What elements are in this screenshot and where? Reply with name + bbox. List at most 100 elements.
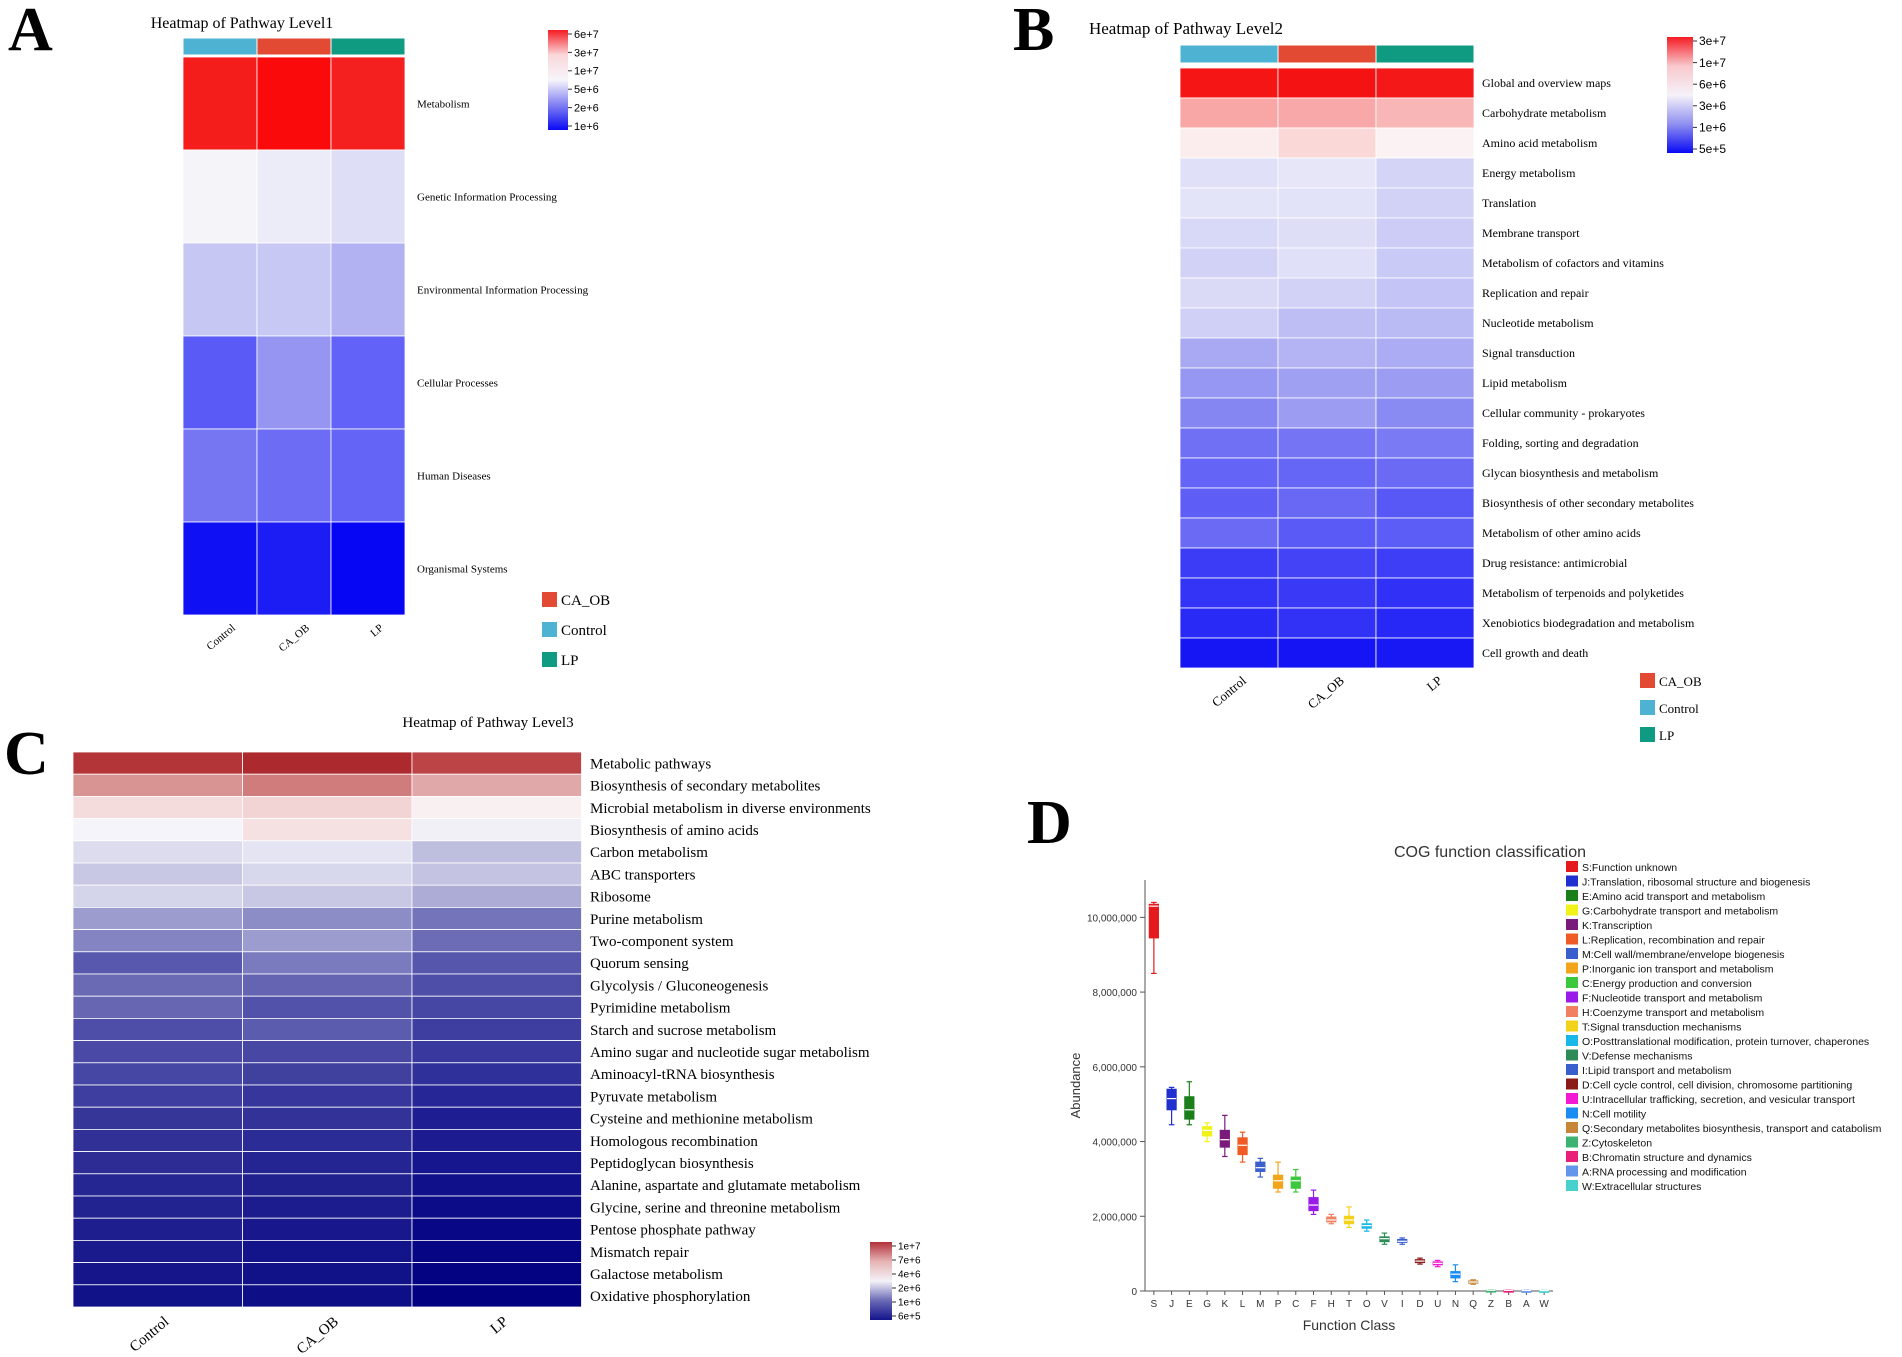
heatmap-cell	[1277, 607, 1377, 639]
row-label: Xenobiotics biodegradation and metabolis…	[1482, 616, 1695, 630]
heatmap-cell	[256, 428, 332, 523]
x-tick-label: A	[1523, 1299, 1530, 1310]
heatmap-cell	[242, 1062, 413, 1086]
heatmap-cell	[411, 1106, 582, 1130]
row-label: Biosynthesis of amino acids	[590, 823, 759, 839]
heatmap-cell	[1375, 307, 1475, 339]
heatmap-cell	[1277, 187, 1377, 219]
heatmap-cell	[330, 428, 406, 523]
heatmap-cell	[242, 840, 413, 864]
row-label: Translation	[1482, 196, 1536, 210]
heatmap-cell	[330, 56, 406, 151]
heatmap-cell	[411, 796, 582, 820]
heatmap-cell	[242, 1106, 413, 1130]
heatmap-cell	[1375, 367, 1475, 399]
row-label: Mismatch repair	[590, 1245, 689, 1261]
panel-letter: A	[8, 0, 53, 64]
y-tick-label: 4,000,000	[1093, 1138, 1138, 1149]
color-scale-label: 5e+6	[574, 84, 599, 96]
heatmap-cell	[411, 862, 582, 886]
color-scale-label: 1e+7	[898, 1242, 921, 1253]
heatmap-cell	[411, 1018, 582, 1042]
heatmap-cell	[72, 1240, 243, 1264]
heatmap-cell	[1375, 607, 1475, 639]
row-label: Alanine, aspartate and glutamate metabol…	[590, 1178, 861, 1194]
group-legend-swatch	[1640, 673, 1655, 688]
heatmap-cell	[1179, 397, 1279, 429]
legend-label: D:Cell cycle control, cell division, chr…	[1582, 1080, 1852, 1092]
box-K	[1219, 1114, 1230, 1158]
heatmap-cell	[411, 1262, 582, 1286]
column-label: CA_OB	[277, 622, 312, 654]
column-label: Control	[1209, 673, 1249, 710]
x-tick-label: V	[1381, 1299, 1388, 1310]
heatmap-cell	[256, 242, 332, 337]
row-label: Ribosome	[590, 890, 651, 906]
heatmap-cell	[1375, 517, 1475, 549]
group-legend-label: LP	[1659, 728, 1674, 743]
heatmap-cell	[242, 773, 413, 797]
heatmap-cell	[72, 818, 243, 842]
legend-swatch	[1566, 1180, 1578, 1191]
heatmap-cell	[1375, 397, 1475, 429]
legend-label: F:Nucleotide transport and metabolism	[1582, 993, 1763, 1005]
heatmap-cell	[242, 1084, 413, 1108]
heatmap-cell	[72, 995, 243, 1019]
heatmap-cell	[1179, 277, 1279, 309]
row-label: Metabolism of terpenoids and polyketides	[1482, 586, 1684, 600]
heatmap-cell	[242, 1217, 413, 1241]
heatmap-cell	[1375, 97, 1475, 129]
x-tick-label: J	[1169, 1299, 1174, 1310]
color-scale-label: 1e+6	[898, 1298, 921, 1309]
legend-label: J:Translation, ribosomal structure and b…	[1582, 877, 1810, 889]
heatmap-cell	[242, 1129, 413, 1153]
heatmap-cell	[72, 1262, 243, 1286]
heatmap-cell	[242, 1195, 413, 1219]
color-scale-label: 1e+6	[1699, 121, 1726, 135]
group-color-cell	[330, 37, 406, 56]
box-body	[1308, 1197, 1319, 1212]
heatmap-cell	[182, 428, 258, 523]
column-label: CA_OB	[1305, 673, 1348, 712]
legend-swatch	[1566, 1151, 1578, 1162]
box-body	[1237, 1137, 1248, 1156]
legend-swatch	[1566, 1122, 1578, 1133]
legend-label: M:Cell wall/membrane/envelope biogenesis	[1582, 949, 1785, 961]
row-label: Cysteine and methionine metabolism	[590, 1112, 813, 1128]
row-label: Glycan biosynthesis and metabolism	[1482, 466, 1659, 480]
row-label: Starch and sucrose metabolism	[590, 1023, 777, 1039]
heatmap-cell	[1179, 577, 1279, 609]
heatmap-cell	[1179, 187, 1279, 219]
legend-swatch	[1566, 919, 1578, 930]
heatmap-cell	[411, 751, 582, 775]
legend-swatch	[1566, 875, 1578, 887]
heatmap-cell	[242, 973, 413, 997]
heatmap-cell	[1375, 337, 1475, 369]
heatmap-cell	[1375, 127, 1475, 159]
heatmap-cell	[1179, 307, 1279, 339]
x-tick-label: I	[1401, 1299, 1404, 1310]
column-label: Control	[127, 1314, 172, 1356]
group-color-cell	[182, 37, 258, 56]
heatmap-cell	[411, 1084, 582, 1108]
heatmap-cell	[242, 929, 413, 953]
heatmap-cell	[411, 1217, 582, 1241]
heatmap-cell	[242, 995, 413, 1019]
group-legend-swatch	[1640, 700, 1655, 715]
box-T	[1343, 1206, 1355, 1229]
group-legend-swatch	[1640, 727, 1655, 742]
x-tick-label: O	[1363, 1299, 1371, 1310]
legend-label: I:Lipid transport and metabolism	[1582, 1065, 1732, 1077]
heatmap-cell	[1277, 487, 1377, 519]
row-label: Membrane transport	[1482, 226, 1580, 240]
heatmap-cell	[242, 818, 413, 842]
heatmap-cell	[72, 1084, 243, 1108]
heatmap-cell	[1375, 67, 1475, 99]
color-scale-label: 6e+7	[574, 29, 599, 41]
box-I	[1397, 1237, 1408, 1245]
group-color-cell	[1179, 44, 1279, 64]
x-tick-label: U	[1434, 1299, 1441, 1310]
color-scale-label: 3e+6	[1699, 99, 1726, 113]
box-J	[1166, 1086, 1177, 1126]
x-tick-label: C	[1292, 1299, 1299, 1310]
